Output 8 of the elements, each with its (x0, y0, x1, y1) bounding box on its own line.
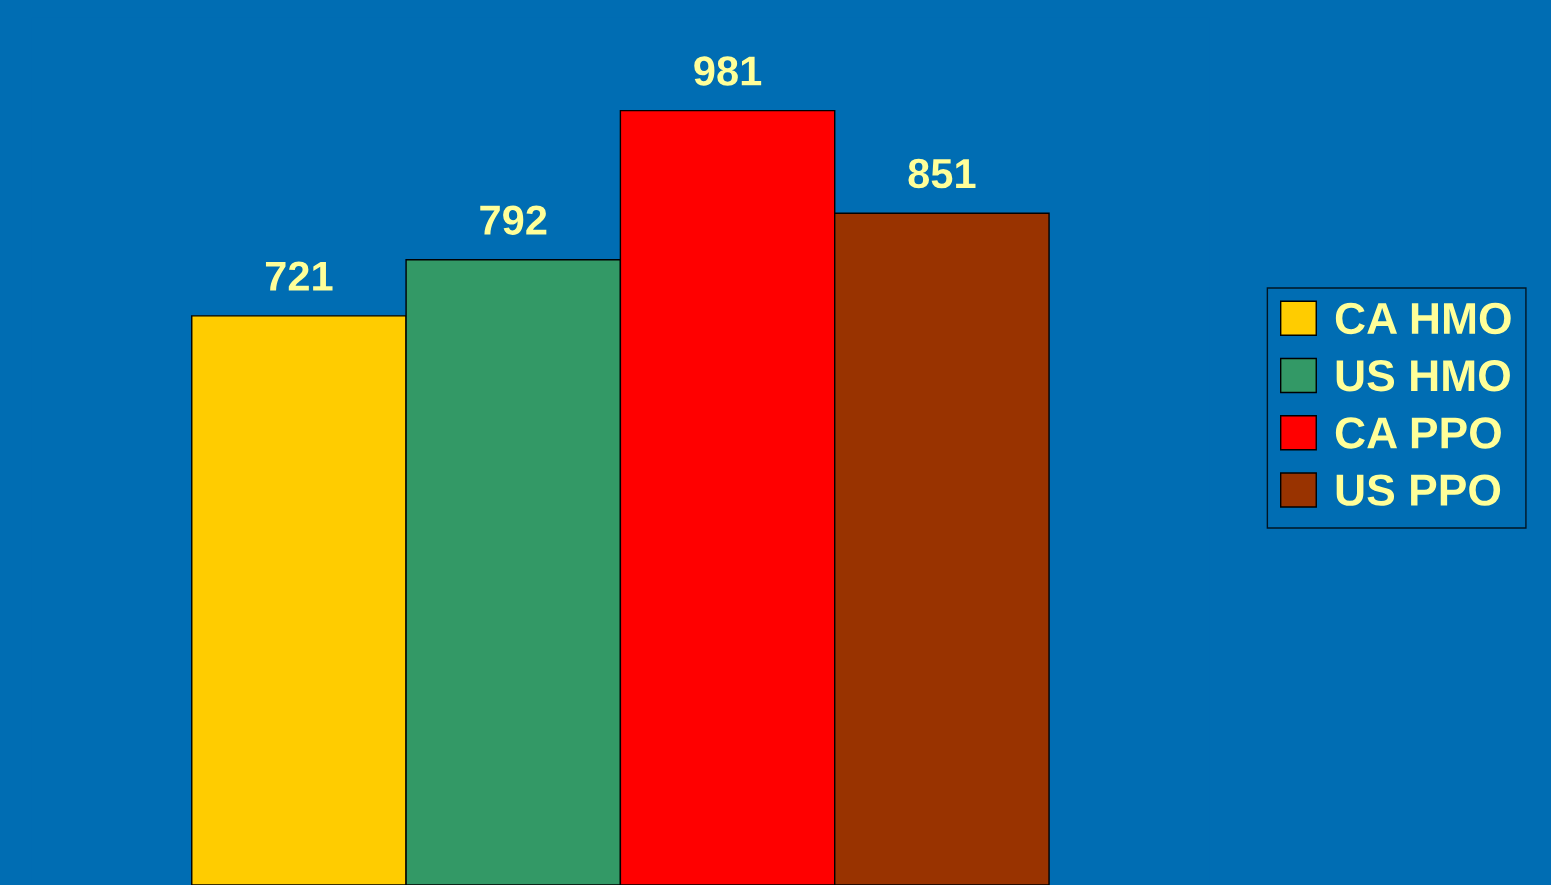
data-label: 792 (480, 205, 547, 235)
legend-label: US HMO (1336, 359, 1510, 392)
data-label: 851 (908, 158, 976, 189)
data-label: 981 (694, 56, 762, 86)
legend-label: US PPO (1336, 474, 1501, 506)
legend-label: CA HMO (1335, 302, 1511, 335)
legend-label: CA PPO (1335, 417, 1501, 449)
data-label: 721 (265, 261, 333, 291)
